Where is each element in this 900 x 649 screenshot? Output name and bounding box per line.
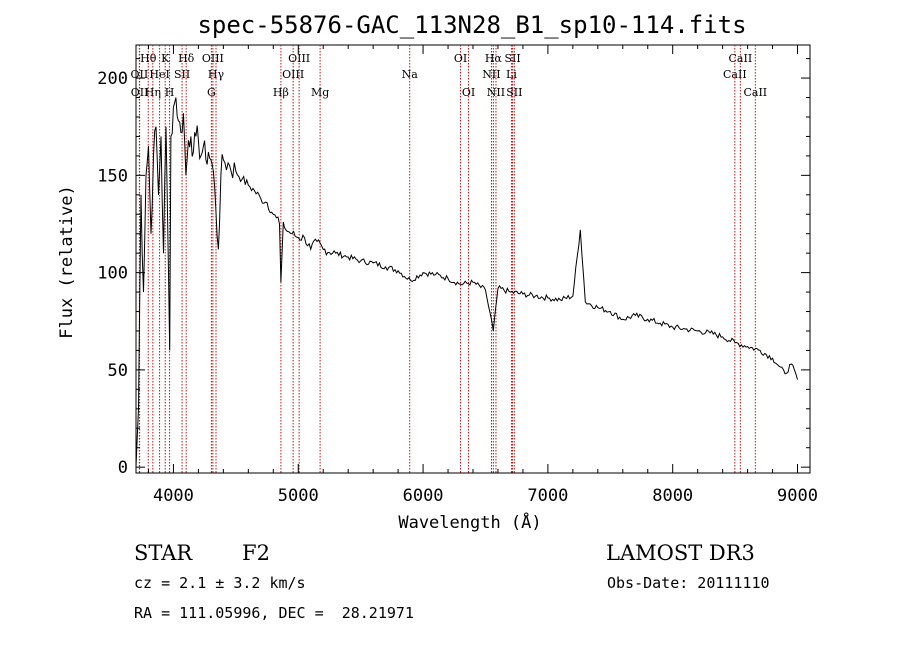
sky-coordinates: RA = 111.05996, DEC = 28.21971 — [134, 604, 414, 622]
line-marker-label: CaII — [729, 52, 753, 65]
line-marker-label: OIII — [202, 52, 224, 65]
y-tick-label: 0 — [118, 458, 128, 478]
plot-frame — [135, 44, 811, 474]
chart-title: spec-55876-GAC_113N28_B1_sp10-114.fits — [197, 11, 746, 39]
y-axis-label: Flux (relative) — [57, 185, 77, 339]
y-tick-label: 50 — [108, 361, 128, 381]
redshift-velocity: cz = 2.1 ± 3.2 km/s — [134, 574, 306, 592]
line-marker-label: OI — [462, 86, 475, 99]
line-marker-label: SII — [504, 52, 520, 65]
x-tick-label: 4000 — [153, 486, 194, 506]
line-marker-label: Hθ — [140, 52, 157, 65]
line-marker-label: Hγ — [208, 68, 225, 81]
line-marker-label: OII — [131, 86, 149, 99]
line-marker-label: HeI — [149, 68, 169, 81]
line-marker-label: OII — [131, 68, 149, 81]
line-marker-label: NII — [482, 68, 500, 81]
survey-name: LAMOST DR3 — [606, 541, 755, 565]
y-tick-label: 150 — [97, 166, 128, 186]
line-marker-label: Li — [506, 68, 517, 81]
line-marker-label: SII — [506, 86, 522, 99]
x-tick-label: 7000 — [527, 486, 568, 506]
line-marker-label: CaII — [743, 86, 767, 99]
observation-date: Obs-Date: 20111110 — [607, 574, 770, 592]
y-tick-label: 200 — [97, 69, 128, 89]
y-axis-ticks: 0 50 100 150 200 — [97, 58, 810, 478]
object-class: STAR — [134, 541, 193, 565]
line-marker-label: Na — [402, 68, 419, 81]
line-marker-label: K — [161, 52, 170, 65]
object-subclass: F2 — [242, 541, 270, 565]
y-tick-label: 100 — [97, 264, 128, 284]
line-marker-label: H — [165, 86, 175, 99]
line-marker-label: Mg — [311, 86, 329, 99]
line-marker-label: G — [207, 86, 216, 99]
line-marker-label: OIII — [282, 68, 304, 81]
x-tick-label: 8000 — [652, 486, 693, 506]
line-marker-label: OI — [454, 52, 467, 65]
line-marker-label: CaII — [723, 68, 747, 81]
line-marker-label: NII — [487, 86, 505, 99]
x-axis-ticks: 4000 5000 6000 7000 8000 9000 — [147, 45, 818, 506]
line-marker-label: Hβ — [273, 86, 289, 99]
line-marker-label: OIII — [288, 52, 310, 65]
line-marker-label: SII — [174, 68, 190, 81]
line-markers — [138, 45, 756, 473]
x-tick-label: 9000 — [777, 486, 818, 506]
line-marker-label: Hα — [485, 52, 503, 65]
x-tick-label: 6000 — [403, 486, 444, 506]
spectrum-line — [135, 97, 798, 468]
x-tick-label: 5000 — [278, 486, 319, 506]
line-marker-label: Hδ — [178, 52, 195, 65]
x-axis-label: Wavelength (Å) — [398, 511, 541, 533]
line-marker-label: Hη — [145, 86, 161, 99]
